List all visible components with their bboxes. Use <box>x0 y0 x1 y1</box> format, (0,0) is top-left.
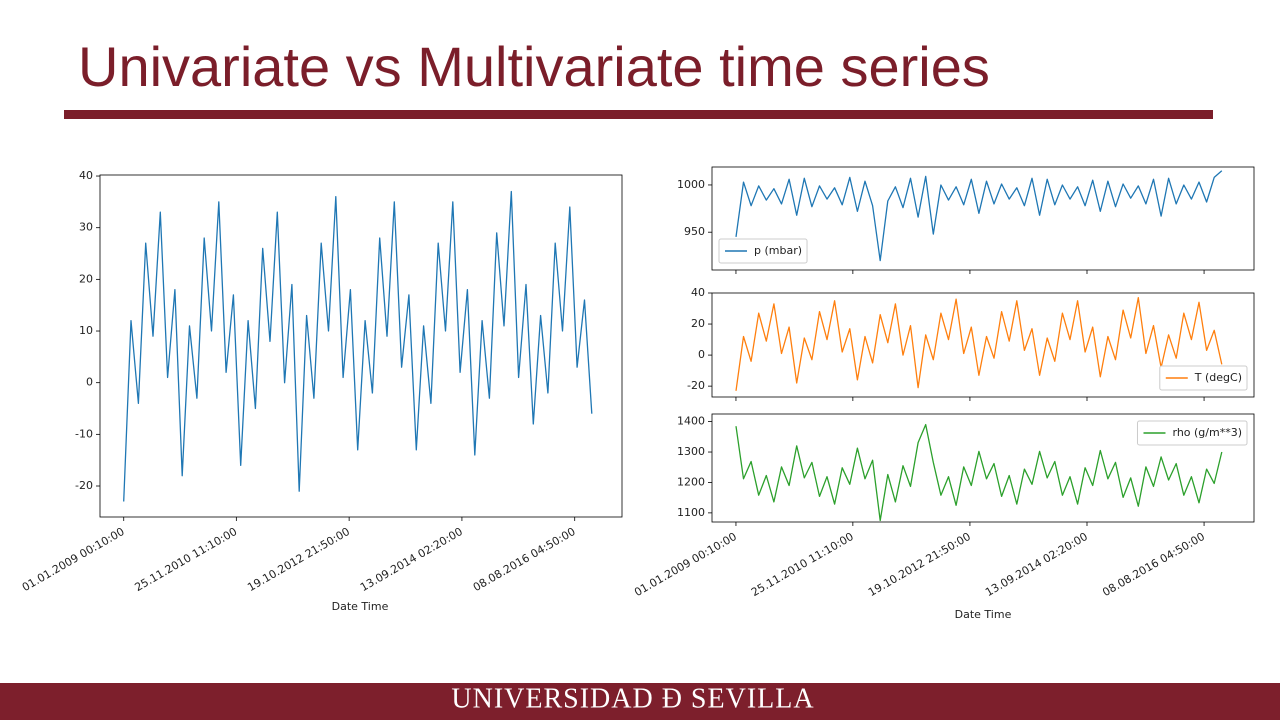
y-tick-label: 20 <box>79 272 93 285</box>
x-tick-label: 08.08.2016 04:50:00 <box>1100 530 1207 599</box>
y-tick-label: 10 <box>79 324 93 337</box>
y-tick-label: 950 <box>684 225 705 238</box>
x-tick-label: 01.01.2009 00:10:00 <box>632 530 739 599</box>
plot-frame <box>711 292 1255 398</box>
y-tick-label: 40 <box>691 286 705 299</box>
y-tick-label: -20 <box>75 479 93 492</box>
plot-frame <box>99 174 623 518</box>
y-tick-label: 1400 <box>677 415 705 428</box>
y-tick-label: 1100 <box>677 506 705 519</box>
x-tick-label: 25.11.2010 11:10:00 <box>132 525 239 594</box>
y-tick-label: 40 <box>79 169 93 182</box>
x-tick-label: 19.10.2012 21:50:00 <box>866 530 973 599</box>
legend: p (mbar) <box>718 238 808 264</box>
y-tick-label: -20 <box>687 379 705 392</box>
y-tick-label: 1300 <box>677 445 705 458</box>
series-line <box>735 297 1223 391</box>
legend-box <box>1159 365 1248 391</box>
legend: T (degC) <box>1159 365 1248 391</box>
y-tick-label: 1000 <box>677 178 705 191</box>
x-tick-label: 25.11.2010 11:10:00 <box>749 530 856 599</box>
legend-label: p (mbar) <box>754 244 802 257</box>
plot-frame <box>711 166 1255 271</box>
series-line <box>735 170 1223 262</box>
x-tick-label: 01.01.2009 00:10:00 <box>20 525 127 594</box>
slide-title: Univariate vs Multivariate time series <box>78 35 990 98</box>
series-line <box>735 423 1223 522</box>
y-tick-label: -10 <box>75 427 93 440</box>
legend-box <box>1136 420 1248 446</box>
x-axis-label: Date Time <box>332 600 389 613</box>
legend-box <box>718 238 808 264</box>
y-tick-label: 0 <box>698 348 705 361</box>
title-rule <box>64 110 1213 119</box>
y-tick-label: 30 <box>79 221 93 234</box>
x-tick-label: 08.08.2016 04:50:00 <box>471 525 578 594</box>
legend-label: T (degC) <box>1194 371 1242 384</box>
series-line <box>123 190 593 502</box>
y-tick-label: 20 <box>691 317 705 330</box>
x-axis-label: Date Time <box>955 608 1012 621</box>
legend-label: rho (g/m**3) <box>1172 426 1242 439</box>
x-tick-label: 19.10.2012 21:50:00 <box>245 525 352 594</box>
x-tick-label: 13.09.2014 02:20:00 <box>983 530 1090 599</box>
legend: rho (g/m**3) <box>1136 420 1248 446</box>
footer-band <box>0 683 1280 720</box>
x-tick-label: 13.09.2014 02:20:00 <box>358 525 465 594</box>
footer-text: UNIVERSIDAD Ð SEVILLA <box>451 683 814 714</box>
plot-frame <box>711 413 1255 523</box>
y-tick-label: 1200 <box>677 475 705 488</box>
y-tick-label: 0 <box>86 376 93 389</box>
